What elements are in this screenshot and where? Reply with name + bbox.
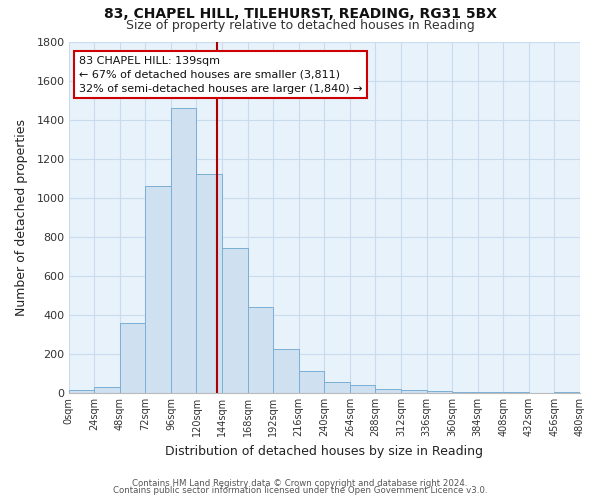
Bar [401,390,427,393]
Bar [325,382,350,393]
Bar [478,392,503,393]
Bar [299,372,325,393]
Y-axis label: Number of detached properties: Number of detached properties [15,118,28,316]
Bar [171,108,196,393]
Bar [427,391,452,393]
X-axis label: Distribution of detached houses by size in Reading: Distribution of detached houses by size … [166,444,484,458]
Bar [120,324,145,393]
Bar [222,248,248,393]
Bar [273,349,299,393]
Text: 83 CHAPEL HILL: 139sqm
← 67% of detached houses are smaller (3,811)
32% of semi-: 83 CHAPEL HILL: 139sqm ← 67% of detached… [79,56,362,94]
Text: Contains public sector information licensed under the Open Government Licence v3: Contains public sector information licen… [113,486,487,495]
Bar [145,186,171,393]
Bar [68,390,94,393]
Bar [376,389,401,393]
Text: Size of property relative to detached houses in Reading: Size of property relative to detached ho… [125,19,475,32]
Bar [350,385,376,393]
Bar [196,174,222,393]
Bar [452,392,478,393]
Bar [94,387,120,393]
Bar [248,307,273,393]
Text: 83, CHAPEL HILL, TILEHURST, READING, RG31 5BX: 83, CHAPEL HILL, TILEHURST, READING, RG3… [104,8,497,22]
Text: Contains HM Land Registry data © Crown copyright and database right 2024.: Contains HM Land Registry data © Crown c… [132,478,468,488]
